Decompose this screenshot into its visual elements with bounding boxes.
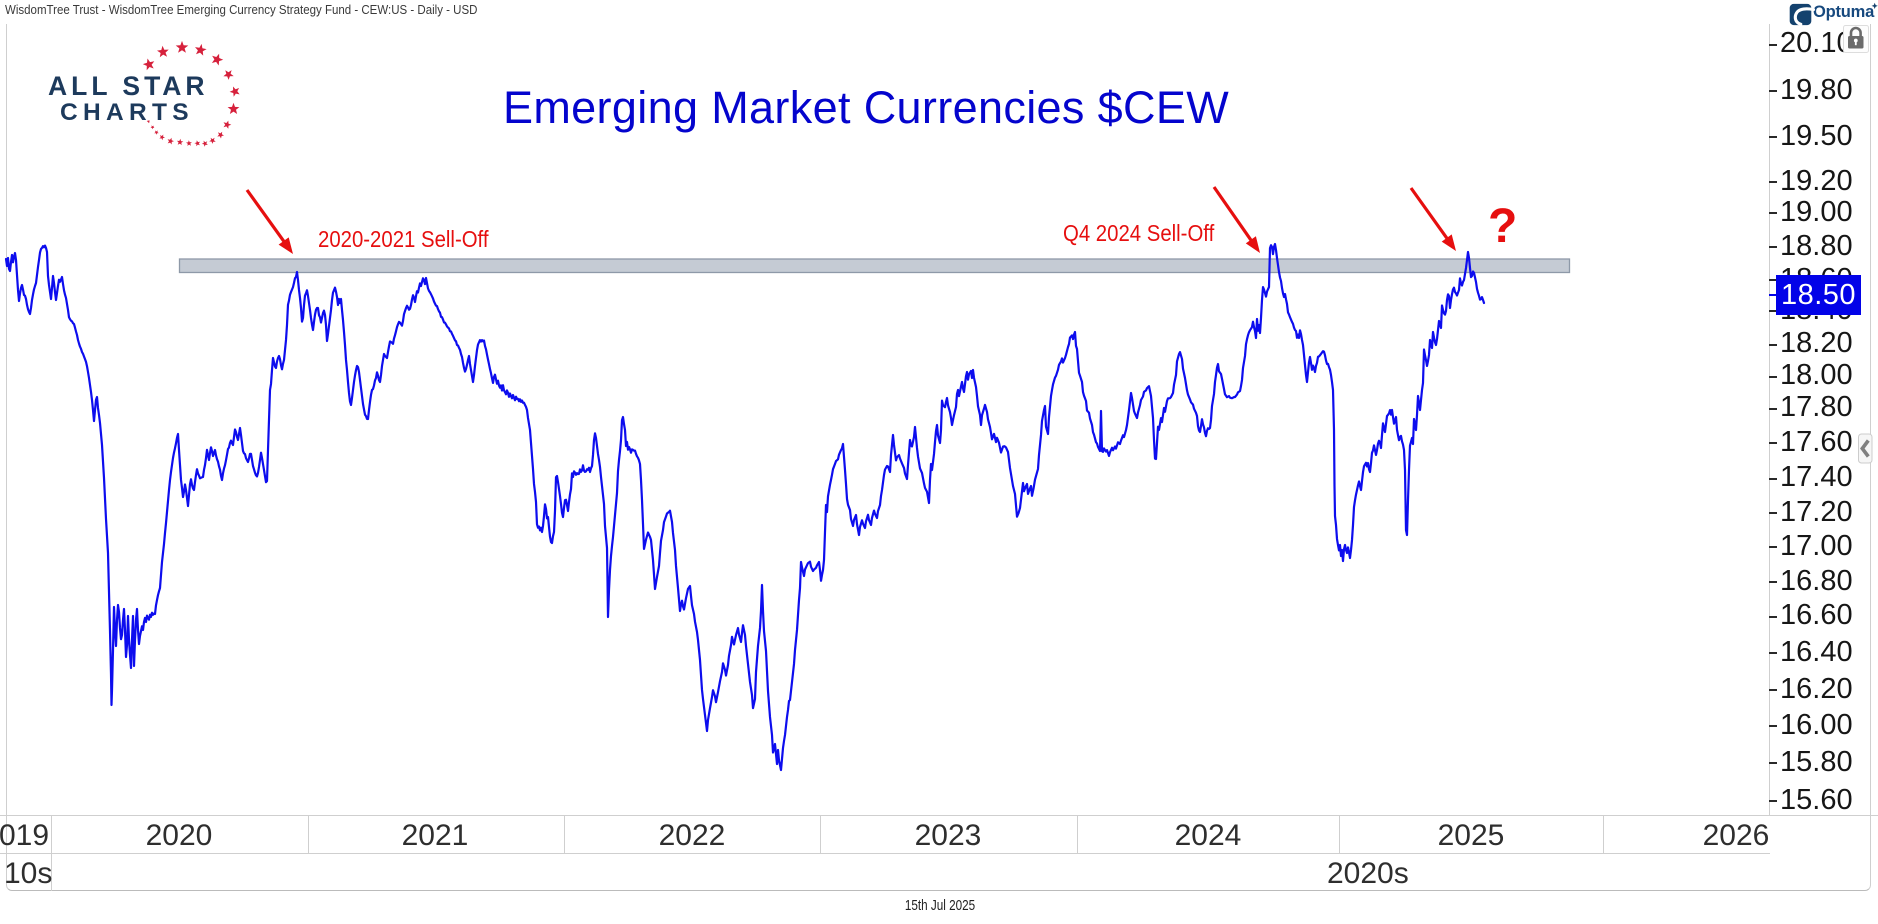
svg-text:ALL STAR: ALL STAR: [48, 71, 209, 101]
svg-text:CHARTS: CHARTS: [60, 99, 194, 126]
